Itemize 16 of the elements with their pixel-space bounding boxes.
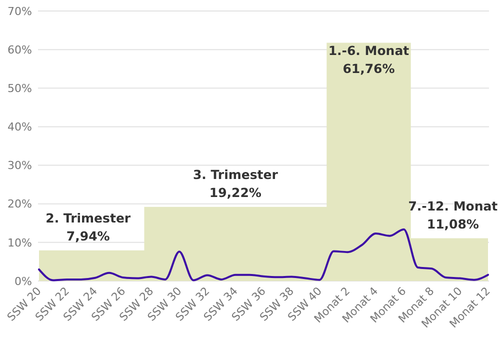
y-tick-label: 20% [8, 198, 32, 211]
data-label: 7,94% [66, 228, 110, 244]
y-tick-label: 60% [8, 43, 32, 56]
data-label: 19,22% [209, 184, 262, 200]
annotation: 1.-6. Monat [328, 42, 410, 58]
data-label: 11,08% [426, 216, 480, 232]
y-tick-label: 30% [8, 159, 32, 172]
y-tick-label: 10% [8, 236, 32, 250]
y-tick-label: 0% [14, 274, 32, 288]
data-label: 61,76% [342, 60, 396, 76]
annotation: 2. Trimester [46, 210, 132, 226]
annotation: 7.-12. Monat [408, 198, 498, 214]
y-tick-label: 70% [8, 4, 32, 18]
annotation: 3. Trimester [192, 166, 279, 182]
y-tick-label: 40% [8, 120, 32, 134]
y-tick-label: 50% [8, 82, 32, 95]
